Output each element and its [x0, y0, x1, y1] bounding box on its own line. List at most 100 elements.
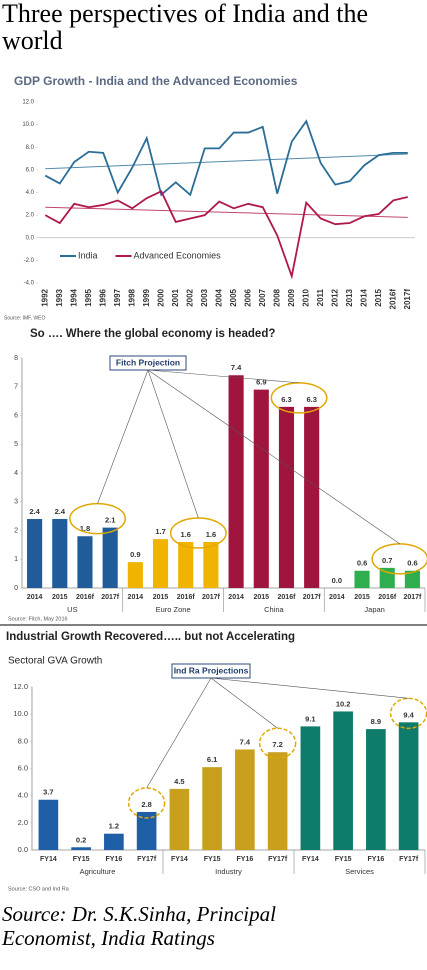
x-tick-label: 1994 — [69, 288, 78, 306]
projection-ring — [270, 382, 328, 414]
x-tick-label: 2001 — [171, 288, 180, 306]
value-label: 0.2 — [76, 835, 86, 844]
value-label: 8.9 — [371, 717, 381, 726]
y-tick-label: 8.0 — [18, 736, 28, 745]
y-tick-label: 2.0 — [26, 213, 35, 219]
legend-label: Advanced Economies — [134, 250, 222, 260]
projection-ring — [371, 543, 427, 575]
value-label: 9.1 — [305, 714, 315, 723]
bar — [127, 562, 143, 588]
legend-label: India — [78, 250, 98, 260]
x-tick-label: 1999 — [142, 288, 151, 306]
x-tick-label: 2011 — [316, 288, 325, 306]
bar — [404, 570, 420, 588]
value-label: 0.9 — [130, 550, 140, 559]
x-tick-label: FY14 — [40, 856, 57, 863]
value-label: 2.1 — [105, 516, 115, 525]
x-tick-label: 1996 — [98, 288, 107, 306]
bar — [300, 726, 321, 850]
line-series — [44, 119, 408, 197]
bar — [354, 570, 370, 588]
y-tick-label: 4 — [14, 470, 18, 477]
group-label: China — [264, 605, 284, 614]
bar — [398, 722, 419, 850]
bar — [27, 519, 43, 588]
annotation-arrow — [97, 369, 149, 504]
x-tick-label: 2004 — [214, 288, 223, 306]
bar — [235, 749, 255, 850]
x-tick-label: 2005 — [229, 288, 238, 306]
bar — [228, 375, 244, 588]
annotation-arrow — [147, 369, 400, 545]
y-tick-label: 0.0 — [18, 845, 28, 854]
x-tick-label: FY16 — [237, 856, 254, 863]
page-title: Three perspectives of India and the worl… — [2, 0, 369, 55]
y-tick-label: 10.0 — [22, 122, 34, 128]
bar — [278, 406, 295, 588]
value-label: 6.1 — [207, 755, 217, 764]
y-tick-label: 0.0 — [26, 235, 35, 241]
y-tick-label: 0 — [14, 585, 18, 592]
value-label: 1.6 — [181, 530, 191, 539]
x-tick-label: 2015 — [374, 288, 383, 306]
bar — [38, 799, 59, 850]
x-tick-label: 2014 — [329, 594, 345, 601]
page-source: Source: Dr. S.K.Sinha, Principal Economi… — [2, 902, 276, 950]
x-tick-label: 2014 — [359, 288, 368, 306]
x-tick-label: 2016f — [388, 289, 397, 310]
x-tick-label: 2008 — [272, 288, 281, 306]
bar — [202, 767, 222, 850]
annotation-arrow — [210, 677, 278, 729]
value-label: 2.4 — [55, 507, 66, 516]
x-tick-label: FY16 — [368, 856, 385, 863]
x-tick-label: 2002 — [185, 288, 194, 306]
y-tick-label: -4.0 — [24, 281, 35, 287]
annotation: Ind Ra Projections — [174, 665, 249, 675]
y-tick-label: 8.0 — [26, 145, 35, 151]
annotation-arrow — [210, 677, 409, 699]
value-label: 7.4 — [240, 737, 251, 746]
bar — [267, 752, 288, 850]
y-tick-label: 12.0 — [22, 100, 34, 106]
x-tick-label: 2017f — [403, 289, 412, 310]
x-tick-label: 1993 — [55, 288, 64, 306]
value-label: 6.3 — [281, 395, 291, 404]
y-tick-label: -2.0 — [24, 258, 35, 264]
x-tick-label: 2007 — [258, 288, 267, 306]
bar — [77, 536, 93, 588]
bar — [102, 527, 118, 588]
x-tick-label: 2015 — [153, 594, 169, 601]
x-tick-label: FY14 — [302, 856, 319, 863]
x-tick-label: 2016f — [278, 594, 297, 601]
x-tick-label: 2014 — [228, 594, 244, 601]
value-label: 0.6 — [357, 559, 367, 568]
group-label: Services — [345, 867, 374, 876]
bar — [253, 389, 269, 588]
projection-ring — [69, 502, 127, 535]
y-tick-label: 6.0 — [26, 167, 35, 173]
bar — [178, 542, 194, 588]
projection-ring — [258, 727, 297, 759]
y-tick-label: 2.0 — [18, 818, 28, 827]
y-tick-label: 8 — [14, 355, 18, 362]
x-tick-label: FY17f — [268, 856, 288, 863]
y-tick-label: 6.0 — [18, 763, 28, 772]
value-label: 1.8 — [80, 524, 90, 533]
x-tick-label: 1998 — [127, 288, 136, 306]
y-tick-label: 4.0 — [18, 791, 28, 800]
chart-subtitle: Sectoral GVA Growth — [8, 656, 102, 667]
value-label: 10.2 — [336, 699, 351, 708]
trend-line — [45, 153, 408, 170]
y-tick-label: 10.0 — [13, 709, 28, 718]
chart-source: Source: Fitch, May 2016 — [8, 616, 68, 622]
x-tick-label: 2015 — [253, 594, 269, 601]
value-label: 9.4 — [403, 710, 414, 719]
chart-title: So …. Where the global economy is headed… — [30, 328, 275, 340]
x-tick-label: 2000 — [156, 288, 165, 306]
group-label: Euro Zone — [156, 605, 191, 614]
value-label: 6.3 — [306, 395, 316, 404]
group-label: US — [67, 605, 77, 614]
x-tick-label: 1995 — [84, 288, 93, 306]
bar — [304, 406, 320, 588]
